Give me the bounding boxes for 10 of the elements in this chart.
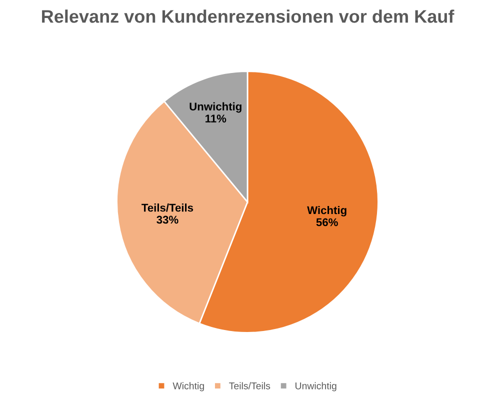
legend-label: Teils/Teils	[229, 382, 270, 390]
data-label: 33%	[156, 216, 178, 224]
slice-label: Unwichtig	[190, 102, 242, 113]
slice-label: Wichtig	[307, 206, 346, 216]
data-label: 56%	[316, 218, 338, 226]
data-label: 11%	[206, 114, 226, 122]
legend-label: Wichtig	[172, 382, 204, 392]
chart-title: Relevanz von Kundenrezensionen vor dem Kauf	[42, 10, 454, 23]
legend-label: Unwichtig	[296, 382, 336, 392]
slice-label: Teils/Teils	[142, 204, 194, 212]
